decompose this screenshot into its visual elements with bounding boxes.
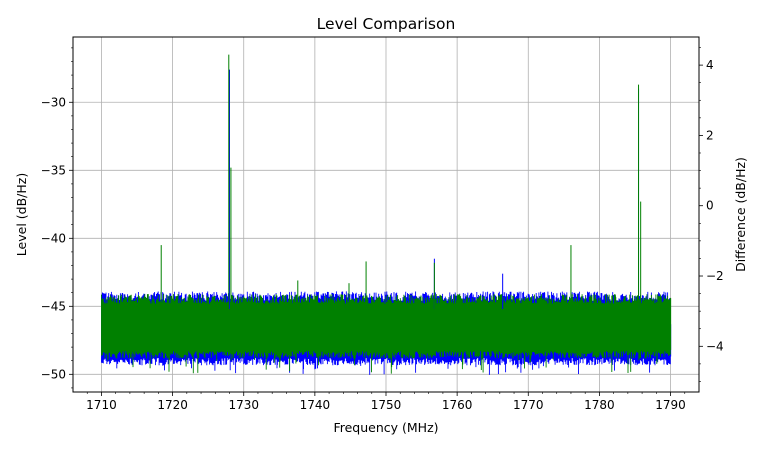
x-tick-label: 1740 <box>300 398 331 412</box>
y-axis-label: Level (dB/Hz) <box>14 173 29 256</box>
chart-title: Level Comparison <box>317 15 456 33</box>
x-tick-label: 1790 <box>655 398 686 412</box>
y2-tick-label: 4 <box>706 58 714 72</box>
y2-axis-label: Difference (dB/Hz) <box>733 157 748 272</box>
y-tick-label: −35 <box>41 163 66 177</box>
noise-core-green <box>101 318 671 339</box>
x-tick-label: 1710 <box>86 398 117 412</box>
spectral-peaks <box>160 54 642 310</box>
axis-ticks: 1710 1720 1730 1740 1750 1760 1770 1780 1790 −50 −… <box>41 47 724 412</box>
x-tick-label: 1720 <box>157 398 188 412</box>
y-tick-label: −40 <box>41 231 66 245</box>
y-tick-label: −30 <box>41 95 66 109</box>
y2-tick-label: −2 <box>706 269 724 283</box>
y2-tick-label: −4 <box>706 339 724 353</box>
x-tick-label: 1780 <box>584 398 615 412</box>
y-tick-label: −45 <box>41 299 66 313</box>
y-tick-label: −50 <box>41 367 66 381</box>
x-tick-label: 1770 <box>513 398 544 412</box>
y2-tick-label: 2 <box>706 128 714 142</box>
x-axis-label: Frequency (MHz) <box>333 420 438 435</box>
noise-bands <box>101 291 672 375</box>
x-tick-label: 1750 <box>371 398 402 412</box>
x-tick-label: 1730 <box>228 398 259 412</box>
y2-tick-label: 0 <box>706 199 714 213</box>
x-tick-label: 1760 <box>442 398 473 412</box>
